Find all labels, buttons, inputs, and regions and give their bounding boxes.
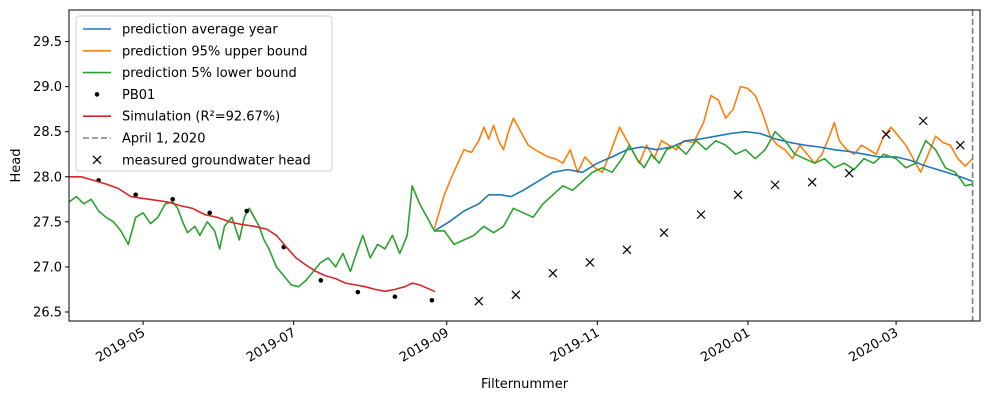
data-point-pb01 <box>429 297 435 303</box>
data-point-pb01 <box>392 294 398 299</box>
data-point-measured <box>844 168 854 178</box>
data-point-measured <box>622 245 632 255</box>
series-line-upper <box>433 85 974 229</box>
y-tick-label: 29.0 <box>33 80 62 95</box>
data-point-measured <box>807 177 817 187</box>
legend-box <box>75 15 333 172</box>
series-layer <box>69 10 974 321</box>
data-point-pb01 <box>170 197 175 202</box>
legend-label-average: prediction average year <box>122 23 278 38</box>
data-point-measured <box>881 129 891 139</box>
y-tick-label: 28.5 <box>33 125 62 140</box>
data-point-measured <box>733 190 743 200</box>
y-tick-label: 26.5 <box>33 305 62 320</box>
series-line-simulation <box>69 176 436 293</box>
y-axis: 26.5 27.0 27.5 28.0 28.5 29.0 29.5 <box>33 35 69 320</box>
legend-swatch-measured <box>92 155 102 165</box>
data-point-pb01 <box>133 192 138 198</box>
plot-frame <box>68 9 981 322</box>
legend: prediction average year prediction 95% up… <box>75 15 333 172</box>
legend-label-upper: prediction 95% upper bound <box>122 44 308 59</box>
series-line-lower <box>69 130 974 288</box>
data-point-measured <box>696 210 706 220</box>
legend-label-lower: prediction 5% lower bound <box>122 66 297 81</box>
data-point-measured <box>511 290 521 300</box>
data-point-measured <box>659 228 669 238</box>
data-point-pb01 <box>355 289 361 295</box>
data-point-pb01 <box>207 210 213 216</box>
legend-label-measured: measured groundwater head <box>122 153 311 168</box>
y-tick-label: 27.0 <box>33 260 62 275</box>
data-point-measured <box>918 116 928 126</box>
data-point-measured <box>770 180 780 190</box>
data-point-measured <box>474 296 484 306</box>
y-tick-label: 28.0 <box>33 170 62 185</box>
y-tick-label: 27.5 <box>33 215 62 230</box>
legend-items: prediction average year prediction 95% up… <box>83 23 311 168</box>
data-point-pb01 <box>244 208 250 214</box>
legend-label-pb01: PB01 <box>122 88 155 103</box>
legend-swatch-pb01 <box>94 92 100 97</box>
y-axis-label: Head <box>9 149 24 183</box>
series-line-average <box>433 130 974 232</box>
data-point-measured <box>955 140 965 150</box>
data-point-pb01 <box>318 278 324 283</box>
legend-label-vline: April 1, 2020 <box>122 132 205 147</box>
y-tick-label: 29.5 <box>33 35 62 50</box>
data-point-measured <box>585 257 595 267</box>
data-point-measured <box>548 268 558 278</box>
legend-label-simulation: Simulation (R²=92.67%) <box>122 110 280 125</box>
x-axis-label: Filternummer <box>481 377 569 392</box>
